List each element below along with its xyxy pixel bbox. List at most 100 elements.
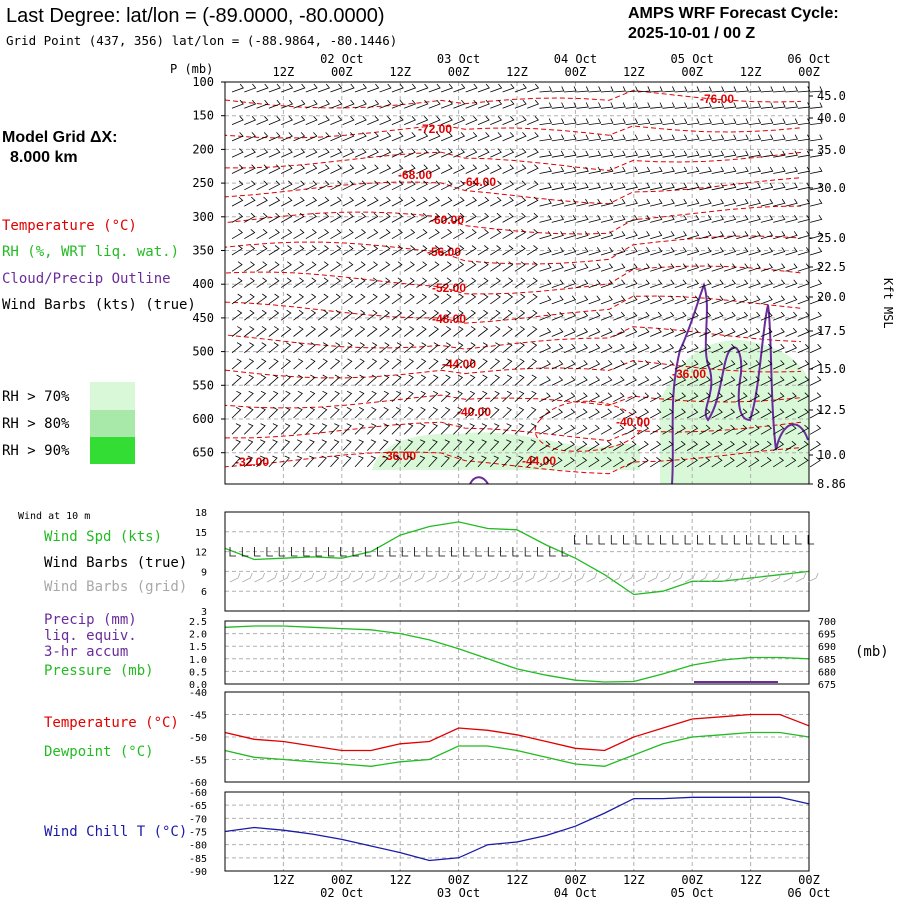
- upper-wind-barb: [244, 374, 254, 386]
- upper-wind-barb: [342, 407, 352, 419]
- upper-wind-barb: [514, 196, 527, 207]
- upper-wind-barb: [736, 279, 749, 288]
- upper-wind-barb: [428, 358, 439, 370]
- sfc-wind-barb-true: [672, 535, 679, 545]
- sfc-wind-barb-grid: [229, 572, 241, 583]
- upper-wind-barb: [637, 118, 651, 125]
- upper-wind-barb: [477, 439, 487, 451]
- upper-wind-barb: [736, 134, 749, 142]
- upper-wind-barb: [600, 86, 614, 93]
- upper-wind-barb: [428, 180, 441, 191]
- upper-wind-barb: [600, 424, 613, 435]
- upper-wind-barb: [453, 116, 466, 125]
- upper-wind-barb: [564, 118, 577, 125]
- upper-wind-barb: [674, 456, 686, 468]
- upper-wind-barb: [305, 116, 318, 125]
- upper-wind-barb: [773, 311, 785, 321]
- upper-wind-barb: [736, 263, 749, 272]
- upper-wind-barb: [797, 86, 811, 93]
- upper-wind-barb: [563, 231, 577, 240]
- upper-wind-barb: [748, 295, 761, 305]
- upper-wind-barb: [797, 263, 810, 272]
- upper-wind-barb: [600, 166, 614, 174]
- precip-bar: [694, 681, 778, 683]
- upper-wind-barb: [760, 311, 773, 321]
- upper-wind-barb: [354, 99, 367, 109]
- upper-wind-barb: [465, 164, 478, 174]
- temperature-contour-label: -44.00: [522, 454, 556, 468]
- upper-wind-barb: [514, 116, 527, 125]
- upper-wind-barb: [354, 132, 367, 142]
- upper-wind-barb: [367, 212, 379, 223]
- upper-wind-barb: [785, 102, 798, 109]
- temperature-contour-label: -76.00: [700, 92, 734, 106]
- upper-wind-barb: [244, 228, 256, 240]
- upper-wind-barb: [391, 132, 404, 142]
- upper-wind-barb: [564, 182, 577, 191]
- sfc-wind-barb-grid: [291, 572, 302, 583]
- sfc-wind-barb-true: [746, 535, 753, 545]
- rh70-label: RH > 70%: [2, 389, 70, 405]
- upper-wind-barb: [686, 279, 700, 288]
- upper-wind-barb: [723, 327, 736, 337]
- upper-wind-barb: [330, 164, 342, 174]
- upper-wind-barb: [379, 423, 389, 435]
- upper-wind-barb: [699, 231, 712, 240]
- upper-wind-barb: [760, 456, 772, 468]
- upper-wind-barb: [391, 358, 402, 370]
- upper-wind-barb: [810, 150, 823, 158]
- upper-wind-barb: [514, 455, 524, 468]
- temperature-contour: [224, 360, 802, 379]
- sfc-wind-barb-grid: [586, 572, 598, 583]
- bottom-hour-tick: 00Z: [331, 873, 353, 887]
- sfc-wind-barb-true: [414, 547, 421, 557]
- upper-wind-barb: [293, 99, 306, 109]
- upper-wind-barb: [428, 196, 441, 207]
- upper-wind-barb: [502, 196, 514, 207]
- upper-wind-barb: [674, 360, 687, 370]
- upper-wind-barb: [772, 456, 784, 468]
- upper-wind-barb: [785, 343, 798, 354]
- upper-wind-barb: [748, 214, 761, 223]
- upper-wind-barb: [539, 102, 552, 109]
- upper-wind-barb: [416, 326, 427, 337]
- upper-wind-barb: [613, 343, 625, 354]
- upper-wind-barb: [428, 390, 439, 402]
- upper-wind-barb: [403, 245, 416, 256]
- upper-wind-barb: [391, 99, 404, 109]
- upper-wind-barb: [330, 83, 343, 93]
- rh80-label: RH > 80%: [2, 416, 70, 432]
- sfc-wind-barb-grid: [746, 572, 757, 583]
- upper-wind-barb: [625, 150, 639, 158]
- upper-wind-barb: [502, 277, 514, 288]
- upper-wind-barb: [354, 164, 367, 174]
- upper-wind-barb: [317, 407, 328, 419]
- upper-wind-barb: [293, 245, 305, 256]
- upper-wind-barb: [711, 134, 725, 142]
- precip-rtick: 700: [818, 617, 836, 628]
- upper-wind-barb: [293, 164, 305, 174]
- upper-wind-barb: [453, 245, 465, 256]
- upper-wind-barb: [699, 198, 712, 207]
- upper-wind-barb: [465, 374, 476, 386]
- upper-wind-barb: [317, 455, 327, 468]
- bottom-hour-tick: 12Z: [389, 873, 411, 887]
- upper-wind-barb: [416, 358, 427, 370]
- upper-wind-barb: [453, 164, 465, 174]
- upper-wind-barb: [613, 360, 625, 370]
- upper-wind-barb: [625, 440, 637, 451]
- upper-wind-barb: [268, 407, 279, 419]
- upper-wind-barb: [526, 326, 538, 337]
- upper-wind-barb: [502, 180, 514, 191]
- upper-wind-barb: [600, 295, 613, 305]
- upper-wind-barb: [551, 166, 565, 174]
- upper-wind-barb: [736, 295, 749, 305]
- upper-wind-barb: [613, 198, 626, 207]
- upper-wind-barb: [342, 342, 353, 354]
- upper-wind-barb: [403, 293, 415, 305]
- upper-wind-barb: [785, 86, 799, 93]
- sfc-wind-ytick: 15: [195, 528, 207, 539]
- upper-wind-barb: [723, 360, 736, 370]
- upper-wind-barb: [625, 360, 638, 370]
- upper-wind-barb: [723, 247, 737, 256]
